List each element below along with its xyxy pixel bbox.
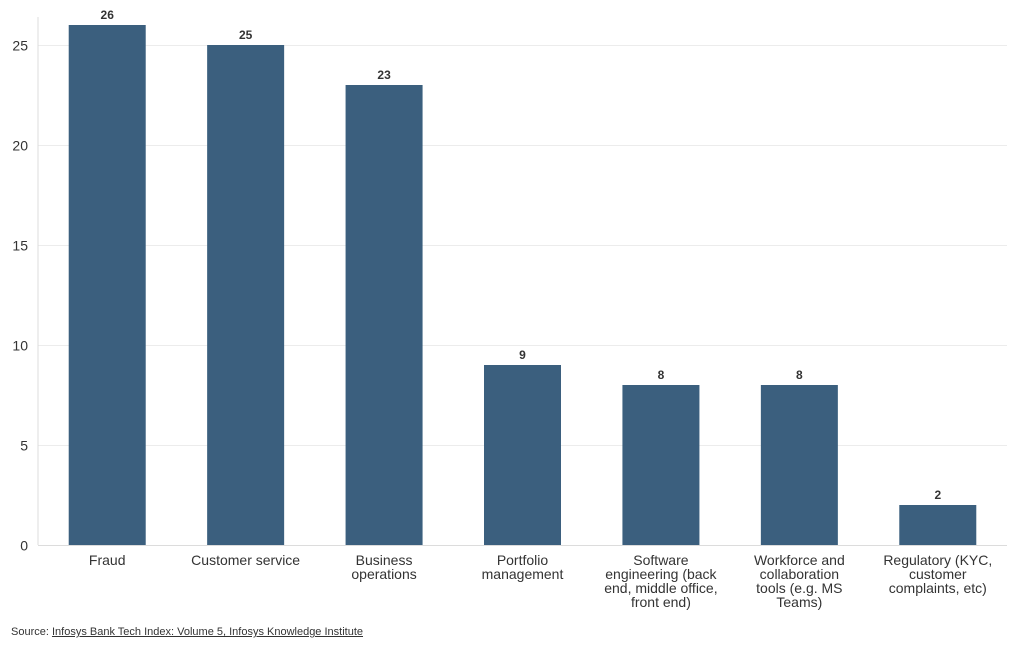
x-tick-label-line: Teams) bbox=[776, 594, 822, 610]
x-tick-label-line: customer bbox=[909, 566, 967, 582]
x-tick-label-line: engineering (back bbox=[605, 566, 717, 582]
y-tick-label: 0 bbox=[20, 538, 28, 554]
y-tick-label: 10 bbox=[12, 338, 28, 354]
x-tick-label-line: tools (e.g. MS bbox=[756, 580, 842, 596]
x-tick-label-line: Fraud bbox=[89, 552, 126, 568]
x-tick-label: Portfolio management bbox=[482, 552, 564, 582]
x-tick-label: Fraud bbox=[89, 552, 126, 568]
gridlines bbox=[38, 45, 1007, 446]
bar bbox=[622, 385, 700, 545]
x-tick-label-line: Regulatory (KYC, bbox=[883, 552, 992, 568]
x-tick-label-line: front end) bbox=[631, 594, 691, 610]
source-prefix: Source: bbox=[11, 626, 52, 638]
source-note: Source: Infosys Bank Tech Index: Volume … bbox=[11, 626, 363, 638]
x-tick-label-line: end, middle office, bbox=[604, 580, 717, 596]
x-tick-label: Software engineering (back end, middle off… bbox=[604, 552, 717, 610]
y-axis: 0 5 10 15 20 25 bbox=[12, 17, 1007, 554]
data-label: 9 bbox=[519, 348, 526, 362]
x-tick-label-line: Workforce and bbox=[754, 552, 845, 568]
bars bbox=[68, 25, 977, 545]
data-label: 2 bbox=[934, 488, 941, 502]
bar bbox=[484, 365, 561, 545]
x-tick-label-line: Business bbox=[356, 552, 413, 568]
data-labels: 26 25 23 9 8 8 2 bbox=[101, 8, 942, 502]
x-tick-label-line: Software bbox=[633, 552, 688, 568]
data-label: 8 bbox=[658, 368, 665, 382]
source-link[interactable]: Infosys Bank Tech Index: Volume 5, Infos… bbox=[51, 626, 364, 638]
data-label: 8 bbox=[796, 368, 803, 382]
bar bbox=[760, 385, 838, 545]
x-tick-label-line: Customer service bbox=[191, 552, 300, 568]
data-label: 23 bbox=[377, 68, 391, 82]
bar bbox=[345, 85, 423, 545]
data-label: 25 bbox=[239, 28, 253, 42]
x-tick-label-line: operations bbox=[351, 566, 416, 582]
y-tick-label: 15 bbox=[12, 238, 28, 254]
y-tick-label: 20 bbox=[12, 138, 28, 154]
x-tick-label-line: collaboration bbox=[760, 566, 839, 582]
x-tick-label-line: management bbox=[482, 566, 564, 582]
x-tick-label-line: Portfolio bbox=[497, 552, 549, 568]
bar bbox=[207, 45, 285, 545]
x-tick-label: Regulatory (KYC, customer complaints, etc) bbox=[883, 552, 992, 596]
y-tick-label: 25 bbox=[12, 38, 28, 54]
x-tick-label: Business operations bbox=[351, 552, 416, 582]
x-tick-label-line: complaints, etc) bbox=[889, 580, 987, 596]
y-tick-label: 5 bbox=[20, 438, 28, 454]
data-label: 26 bbox=[101, 8, 115, 22]
bar bbox=[899, 505, 977, 545]
bar bbox=[68, 25, 146, 545]
x-axis: Fraud Customer service Business operations P… bbox=[89, 552, 992, 610]
x-tick-label: Workforce and collaboration tools (e.g. MS… bbox=[754, 552, 845, 610]
x-tick-label: Customer service bbox=[191, 552, 300, 568]
